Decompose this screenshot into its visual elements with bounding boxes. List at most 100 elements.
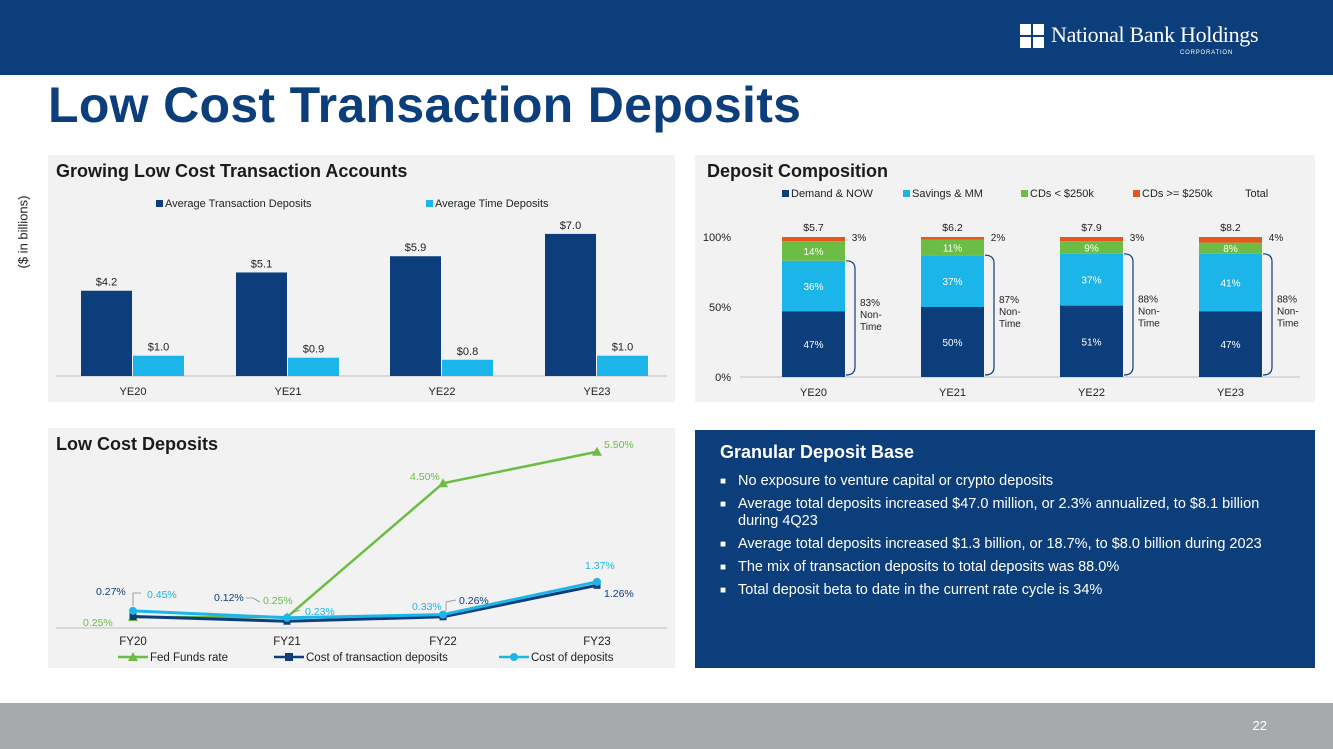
total-label: $7.9: [1081, 222, 1102, 234]
data-label: $5.1: [251, 258, 272, 270]
total-label: $5.7: [803, 222, 824, 234]
data-label: 0.23%: [305, 606, 335, 618]
list-item: ■ The mix of transaction deposits to tota…: [720, 559, 1280, 576]
bar-segment: [1060, 241, 1123, 254]
bar-segment: [1199, 242, 1262, 254]
data-label: 0.45%: [147, 589, 177, 601]
data-label: $1.0: [148, 342, 169, 354]
list-item: ■ Average total deposits increased $1.3 b…: [720, 536, 1280, 553]
bar-segment: [1060, 305, 1123, 377]
header-bar: National Bank Holdings CORPORATION: [0, 0, 1333, 75]
y-tick-label: 100%: [703, 232, 731, 244]
bracket: [1262, 253, 1273, 376]
bracket: [1123, 253, 1134, 376]
bracket-label: Non-: [999, 307, 1021, 318]
legend-swatch: [782, 190, 789, 197]
units-label: ($ in billions): [15, 195, 31, 269]
bracket-label: 83%: [860, 298, 880, 309]
data-label: 0.12%: [214, 592, 244, 604]
segment-label: 3%: [1130, 233, 1145, 244]
x-tick-label: YE23: [1217, 387, 1244, 399]
page-number: 22: [1252, 718, 1267, 733]
logo-mark-icon: [1020, 24, 1044, 48]
granular-deposit-panel: Granular Deposit Base ■ No exposure to ve…: [695, 430, 1315, 668]
x-tick-label: YE21: [275, 386, 302, 398]
data-point: [593, 577, 601, 586]
series-line: [132, 580, 598, 620]
series-line: [133, 450, 598, 619]
data-label: 0.25%: [263, 595, 293, 607]
x-tick-label: YE22: [429, 386, 456, 398]
bullet-text: The mix of transaction deposits to total…: [738, 559, 1120, 575]
x-tick-label: FY23: [583, 636, 611, 648]
legend-label: CDs < $250k: [1030, 188, 1094, 200]
transaction-accounts-panel: Average Transaction Deposits Average Time…: [48, 155, 675, 402]
legend-label: Cost of deposits: [531, 652, 614, 664]
legend-label: Average Time Deposits: [435, 198, 549, 210]
x-tick-label: YE20: [120, 386, 147, 398]
bar-segment: [1060, 253, 1123, 306]
segment-label: 36%: [803, 282, 823, 293]
segment-label: 9%: [1084, 244, 1099, 255]
bracket-label: Time: [860, 322, 882, 333]
bracket: [845, 260, 856, 376]
legend-swatch: [903, 190, 910, 197]
chart-title: Deposit Composition: [707, 161, 888, 181]
legend-label: Average Transaction Deposits: [165, 198, 312, 210]
segment-label: 41%: [1220, 279, 1240, 290]
segment-label: 47%: [803, 340, 823, 351]
bracket-label: 88%: [1138, 294, 1158, 305]
segment-label: 4%: [1269, 233, 1284, 244]
deposit-composition-panel: Demand & NOW Savings & MM CDs < $250k CDs >…: [695, 155, 1315, 402]
bullet-icon: ■: [720, 539, 727, 550]
bar-segment: [1199, 237, 1262, 243]
leader-line: [291, 609, 301, 614]
legend-swatch: [1021, 190, 1028, 197]
segment-label: 37%: [1081, 276, 1101, 287]
data-point: [592, 446, 602, 456]
legend-marker: [128, 652, 138, 661]
x-tick-label: FY22: [429, 636, 457, 648]
info-title: Granular Deposit Base: [720, 442, 915, 462]
data-label: 4.50%: [410, 471, 440, 483]
segment-label: 51%: [1081, 337, 1101, 348]
segment-label: 8%: [1223, 244, 1238, 255]
x-tick-label: FY21: [273, 636, 301, 648]
bar: [545, 233, 596, 376]
data-label: $7.0: [560, 220, 581, 232]
bar-segment: [921, 307, 984, 377]
data-label: 0.26%: [459, 595, 489, 607]
bracket-label: Non-: [860, 310, 882, 321]
bracket: [984, 254, 995, 376]
data-point: [439, 610, 447, 619]
data-label: 5.50%: [604, 439, 634, 451]
data-label: 0.25%: [83, 617, 113, 629]
bar-segment: [1199, 253, 1262, 312]
logo-subtitle: CORPORATION: [1180, 50, 1234, 56]
bar: [442, 359, 493, 376]
bar: [390, 256, 441, 376]
data-label: 0.27%: [96, 586, 126, 598]
bracket-label: Time: [1277, 318, 1299, 329]
legend-swatch: [1133, 190, 1140, 197]
data-point: [438, 478, 448, 488]
legend-swatch: [426, 200, 433, 207]
x-tick-label: YE22: [1078, 387, 1105, 399]
data-label: $0.8: [457, 346, 478, 358]
bracket-label: 88%: [1277, 294, 1297, 305]
legend-marker: [285, 653, 293, 661]
bullet-icon: ■: [720, 562, 727, 573]
bar-segment: [782, 237, 845, 242]
bar-segment: [1060, 237, 1123, 242]
y-tick-label: 50%: [709, 302, 731, 314]
transaction-accounts-chart: Average Transaction Deposits Average Time…: [56, 198, 667, 398]
total-label: $8.2: [1220, 222, 1241, 234]
bullet-icon: ■: [720, 585, 727, 596]
legend-marker: [510, 653, 518, 661]
leader-line: [246, 597, 261, 603]
x-tick-label: YE23: [584, 386, 611, 398]
low-cost-deposits-chart: 0.25% 0.25% 4.50% 5.50% 0.27% 0.12% 0.26% 1.26%…: [56, 439, 667, 664]
bullet-text: Average total deposits increased $1.3 bi…: [738, 536, 1262, 552]
legend-label: Cost of transaction deposits: [306, 652, 448, 664]
segment-label: 37%: [942, 277, 962, 288]
